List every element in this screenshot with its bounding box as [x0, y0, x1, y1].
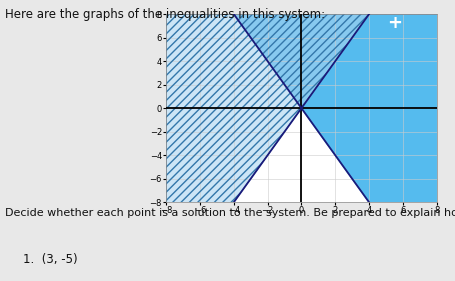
- Text: 1.  (3, -5): 1. (3, -5): [23, 253, 77, 266]
- Text: +: +: [387, 14, 402, 33]
- Text: Decide whether each point is a solution to the system. Be prepared to explain ho: Decide whether each point is a solution …: [5, 208, 455, 218]
- Text: Here are the graphs of the inequalities in this system:: Here are the graphs of the inequalities …: [5, 8, 325, 21]
